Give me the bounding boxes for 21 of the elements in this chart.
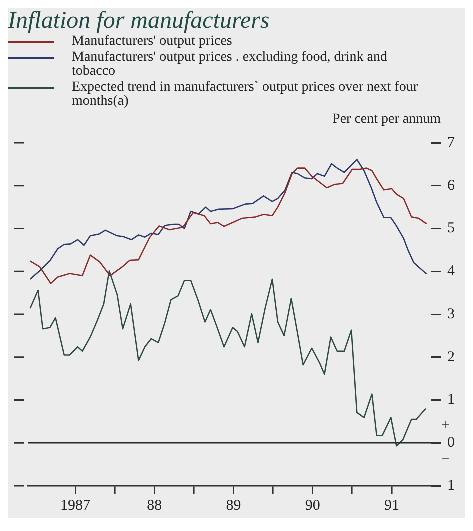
- x-tick-label: 89: [226, 498, 242, 514]
- y-tick-label: 1: [448, 392, 455, 408]
- y-tick-label: 7: [448, 134, 456, 151]
- x-tick-label: 88: [147, 498, 162, 514]
- text: +: [441, 418, 450, 434]
- y-tick-label: 3: [448, 306, 455, 322]
- x-tick-label: 1987: [60, 498, 91, 514]
- y-tick-label: 5: [448, 220, 455, 237]
- x-tick-label: 90: [305, 498, 320, 514]
- legend-label: Expected trend in manufacturers` output prices over next four months(a): [72, 80, 419, 109]
- y-tick-label: 1: [448, 478, 455, 494]
- x-tick-label: 91: [384, 498, 400, 514]
- text: −: [441, 452, 450, 468]
- legend-label: Manufacturers' output prices: [72, 34, 232, 49]
- y-tick-label: 4: [448, 264, 456, 280]
- chart-title: Inflation for manufacturers: [8, 8, 271, 34]
- y-tick-label: 0: [448, 435, 455, 452]
- y-axis-title: Per cent per annum: [332, 112, 442, 128]
- y-tick-label: 6: [448, 178, 456, 194]
- legend-label: Manufacturers' output prices . excluding food, drink and tobacco: [72, 50, 388, 79]
- y-tick-label: 2: [448, 349, 455, 366]
